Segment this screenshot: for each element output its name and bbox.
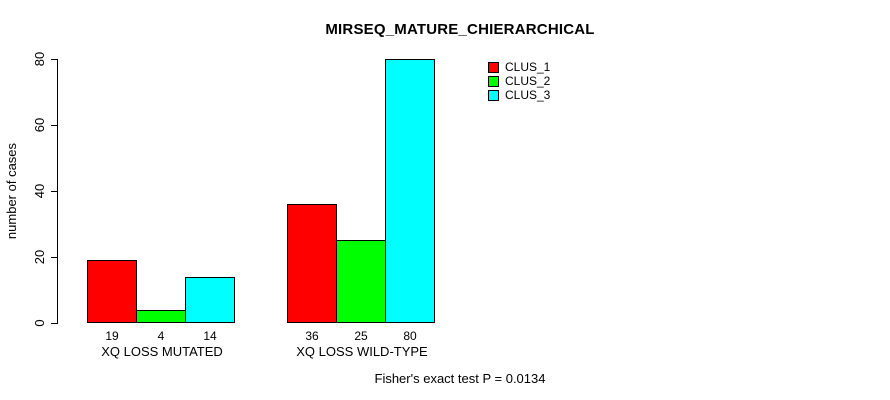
bar-value-label: 25 <box>354 329 368 343</box>
bar-clus_2-group1 <box>136 310 186 323</box>
legend-label-clus3: CLUS_3 <box>505 88 551 102</box>
bar-value-label: 14 <box>203 329 217 343</box>
bar-clus_3-group2 <box>385 59 435 323</box>
y-tick-label: 0 <box>32 319 47 327</box>
category-label-group2: XQ LOSS WILD-TYPE <box>296 344 428 359</box>
legend-item-clus3: CLUS_3 <box>488 88 550 102</box>
legend-swatch-clus3 <box>488 89 499 101</box>
legend-swatch-clus2 <box>488 75 499 87</box>
y-tick <box>51 257 57 258</box>
legend-swatch-clus1 <box>488 61 499 73</box>
y-tick <box>51 191 57 192</box>
y-tick <box>51 323 57 324</box>
bar-value-label: 80 <box>403 329 417 343</box>
y-tick-label: 40 <box>32 183 47 199</box>
legend-item-clus1: CLUS_1 <box>488 60 550 74</box>
bar-clus_1-group1 <box>87 260 137 323</box>
bar-value-label: 19 <box>105 329 119 343</box>
y-tick <box>51 125 57 126</box>
bar-clus_2-group2 <box>336 240 386 323</box>
legend-label-clus2: CLUS_2 <box>505 74 551 88</box>
legend-label-clus1: CLUS_1 <box>505 60 551 74</box>
category-label-group1: XQ LOSS MUTATED <box>101 344 223 359</box>
bar-clus_1-group2 <box>287 204 337 323</box>
y-tick <box>51 59 57 60</box>
bar-value-label: 36 <box>305 329 319 343</box>
y-tick-label: 20 <box>32 249 47 265</box>
y-tick-label: 60 <box>32 117 47 133</box>
y-axis-line <box>57 59 58 324</box>
chart-title: MIRSEQ_MATURE_CHIERARCHICAL <box>325 21 595 38</box>
bar-clus_3-group1 <box>185 277 235 323</box>
stats-annotation: Fisher's exact test P = 0.0134 <box>374 371 546 386</box>
legend-item-clus2: CLUS_2 <box>488 74 550 88</box>
y-tick-label: 80 <box>32 51 47 67</box>
bar-value-label: 4 <box>157 329 165 343</box>
legend: CLUS_1 CLUS_2 CLUS_3 <box>488 60 550 102</box>
y-axis-title: number of cases <box>4 142 19 240</box>
